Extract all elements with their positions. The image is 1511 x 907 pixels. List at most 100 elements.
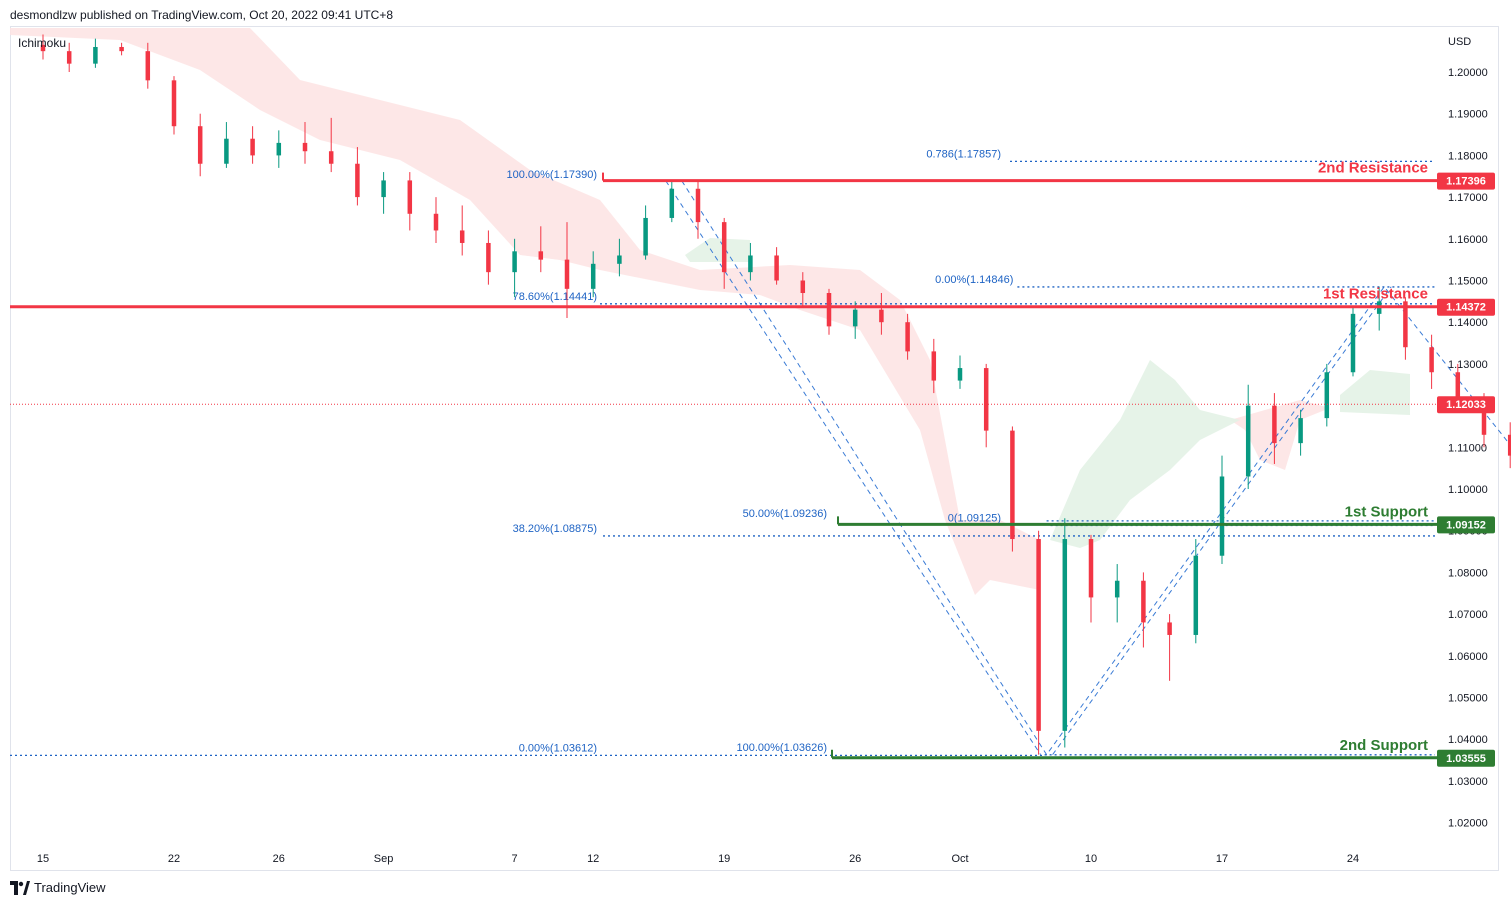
level-label-support: 2nd Support <box>1340 737 1428 754</box>
candle-body <box>93 46 98 64</box>
level-label-support: 1st Support <box>1345 503 1428 520</box>
candle-body <box>957 368 963 381</box>
candle-body <box>643 217 648 256</box>
level-price-tag-label: 1.03555 <box>1446 753 1486 765</box>
current-price-tag-label: 1.12033 <box>1446 399 1486 411</box>
candle-body <box>1507 434 1511 456</box>
candle-body <box>1167 622 1172 635</box>
candle-body <box>1062 539 1068 731</box>
ichimoku-cloud-bullish <box>1050 360 1240 548</box>
fib-level-label: 0.00%(1.14846) <box>935 274 1013 286</box>
level-price-tag-label: 1.09152 <box>1446 519 1486 531</box>
candle-body <box>1324 372 1330 419</box>
y-tick-label: 1.20000 <box>1448 67 1488 79</box>
y-tick-label: 1.06000 <box>1448 651 1488 663</box>
candle-body <box>328 151 334 164</box>
candle-body <box>1219 476 1225 556</box>
candle-body <box>1193 555 1199 635</box>
x-tick-label: 12 <box>587 853 599 865</box>
x-tick-label: 15 <box>37 853 49 865</box>
tradingview-logo-icon <box>10 880 30 895</box>
candle-body <box>355 163 360 198</box>
candle-body <box>1088 539 1094 598</box>
candle-body <box>1010 430 1015 540</box>
fib-level-label: 38.20%(1.08875) <box>513 523 597 535</box>
ichimoku-cloud-bearish <box>10 28 1040 595</box>
y-tick-label: 1.11000 <box>1448 442 1487 454</box>
y-tick-label: 1.14000 <box>1448 317 1488 329</box>
x-tick-label: Sep <box>374 853 394 865</box>
candle-body <box>1429 347 1434 373</box>
x-tick-label: 17 <box>1216 853 1228 865</box>
footer-brand: TradingView <box>34 880 106 895</box>
y-tick-label: 1.15000 <box>1448 276 1488 288</box>
candle-body <box>564 259 570 289</box>
y-tick-label: 1.04000 <box>1448 734 1488 746</box>
x-tick-label: 10 <box>1085 853 1097 865</box>
y-tick-label: 1.16000 <box>1448 234 1488 246</box>
candle-body <box>433 213 439 231</box>
y-tick-label: 1.17000 <box>1448 192 1488 204</box>
y-tick-label: 1.05000 <box>1448 693 1488 705</box>
y-tick-label: 1.18000 <box>1448 150 1488 162</box>
footer: TradingView <box>10 880 106 895</box>
candle-body <box>40 44 46 52</box>
candle-body <box>695 188 701 223</box>
candle-body <box>669 188 675 218</box>
y-tick-label: 1.13000 <box>1448 359 1488 371</box>
fib-level-label: 50.00%(1.09236) <box>743 508 827 520</box>
x-tick-label: Oct <box>951 853 968 865</box>
candle-body <box>590 263 596 289</box>
candle-body <box>538 251 544 260</box>
level-price-tag-label: 1.17396 <box>1446 176 1486 188</box>
candle-body <box>931 351 937 381</box>
publisher-header: desmondlzw published on TradingView.com,… <box>10 8 394 22</box>
candle-body <box>1481 401 1487 435</box>
indicator-label[interactable]: Ichimoku <box>18 36 67 50</box>
candle-body <box>486 242 491 273</box>
candle-body <box>1403 301 1408 348</box>
candle-body <box>1455 372 1461 402</box>
x-tick-label: 22 <box>168 853 180 865</box>
level-label-resistance: 1st Resistance <box>1323 286 1428 303</box>
y-tick-label: 1.19000 <box>1448 109 1488 121</box>
candle-body <box>1272 405 1277 444</box>
candle-body <box>381 180 386 198</box>
candle-body <box>617 255 622 264</box>
candle-body <box>1036 539 1041 731</box>
fib-level-label: 100.00%(1.17390) <box>506 169 597 181</box>
candle-body <box>905 322 910 352</box>
level-price-tag-bg <box>1437 749 1495 767</box>
candle-body <box>852 309 858 327</box>
candle-body <box>250 138 255 156</box>
fib-level-label: 100.00%(1.03626) <box>736 742 827 754</box>
candle-body <box>302 142 308 152</box>
candle-body <box>1114 580 1120 598</box>
candle-body <box>459 230 465 243</box>
candle-body <box>1245 405 1251 477</box>
y-axis-currency: USD <box>1448 36 1471 48</box>
candle-body <box>774 255 779 281</box>
candle-body <box>748 255 753 273</box>
chart-frame <box>10 26 1499 871</box>
ichimoku-cloud-bullish-early <box>685 238 750 262</box>
y-tick-label: 1.10000 <box>1448 484 1488 496</box>
x-tick-label: 26 <box>849 853 861 865</box>
candle-body <box>721 222 727 273</box>
candle-body <box>826 293 832 327</box>
candle-body <box>119 46 124 52</box>
candle-body <box>983 368 989 431</box>
candle-body <box>1350 313 1356 373</box>
candle-body <box>276 142 282 156</box>
y-tick-label: 1.08000 <box>1448 567 1488 579</box>
level-price-tag-label: 1.14372 <box>1446 302 1486 314</box>
candle-body <box>1298 418 1303 444</box>
fib-level-label: 0.00%(1.03612) <box>519 742 597 754</box>
candle-body <box>512 251 517 273</box>
candle-body <box>800 280 806 294</box>
fib-zigzag-line <box>665 180 1042 755</box>
ichimoku-cloud-bearish-right <box>1230 400 1330 470</box>
level-label-resistance: 2nd Resistance <box>1318 160 1428 177</box>
level-price-tag-bg <box>1437 172 1495 190</box>
